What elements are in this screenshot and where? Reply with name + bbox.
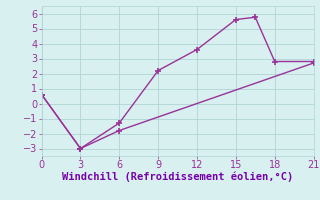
X-axis label: Windchill (Refroidissement éolien,°C): Windchill (Refroidissement éolien,°C) [62, 172, 293, 182]
